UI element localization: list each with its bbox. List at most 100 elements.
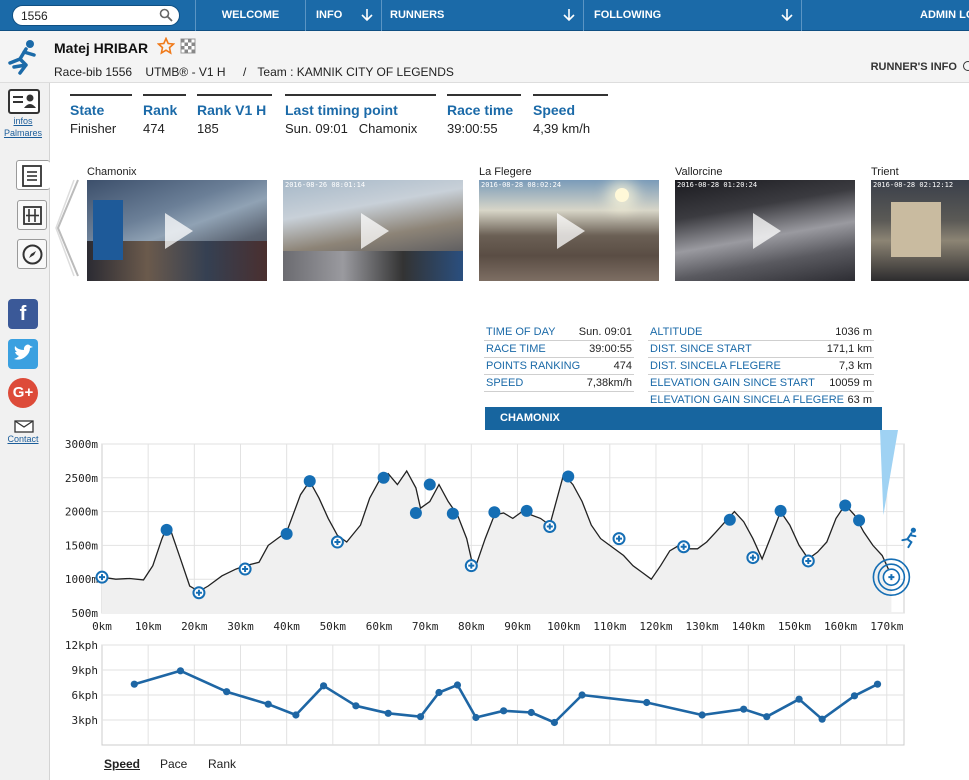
nav-admin-label: ADMIN LO — [920, 9, 969, 21]
mail-icon[interactable] — [14, 420, 34, 433]
speed-line — [133, 669, 879, 724]
y-tick-label: 1500m — [65, 539, 98, 552]
checkpoint-dot — [160, 523, 173, 536]
nav-following[interactable]: FOLLOWING — [583, 0, 801, 31]
elevation-area — [102, 471, 892, 613]
team-name: Team : KAMNIK CITY OF LEGENDS — [257, 65, 454, 79]
tab-pace[interactable]: Pace — [160, 757, 188, 771]
x-tick-label: 20km — [181, 620, 208, 633]
nav-info-label: INFO — [316, 9, 343, 21]
nav-following-label: FOLLOWING — [594, 9, 662, 21]
stat-last-timing-point: Last timing point Sun. 09:01 Chamonix — [285, 94, 436, 136]
photo-timestamp: 2016-08-26 08:01:14 — [285, 181, 366, 189]
infos-button[interactable] — [8, 88, 40, 116]
speed-point — [550, 718, 558, 727]
contact-label[interactable]: Contact — [7, 434, 39, 444]
x-tick-label: 150km — [778, 620, 811, 633]
current-position-ring — [877, 563, 906, 591]
webcam-photo[interactable]: 2016-08-28 08:02:24 — [479, 180, 659, 281]
street-shape — [283, 251, 463, 281]
stat-value: Finisher — [70, 121, 117, 136]
info-circle-icon — [963, 61, 969, 71]
runners-info-link[interactable]: RUNNER'S INFO — [871, 61, 969, 73]
infos-label[interactable]: infos — [13, 116, 33, 126]
runner-head — [910, 527, 916, 533]
nav-welcome[interactable]: WELCOME — [195, 0, 305, 31]
play-icon — [557, 212, 585, 249]
nav-admin[interactable]: ADMIN LO — [801, 0, 969, 31]
info-row: DIST. SINCELA FLEGERE 7,3 km — [648, 358, 874, 375]
speed-point — [763, 713, 771, 721]
speed-point — [500, 707, 508, 715]
speed-chart: 3kph 6kph 9kph 12kph — [65, 639, 905, 746]
webcam-photo[interactable]: 2016-08-28 02:12:12 — [871, 180, 969, 281]
nav-info[interactable]: INFO — [305, 0, 381, 31]
info-value: 39:00:55 — [589, 343, 632, 355]
info-key: DIST. SINCELA FLEGERE — [650, 360, 781, 372]
speed-point — [223, 688, 231, 696]
info-key: ALTITUDE — [650, 326, 703, 338]
building-shape — [891, 202, 941, 257]
photo-timestamp: 2016-08-28 08:02:24 — [481, 181, 562, 189]
info-key: SPEED — [486, 377, 524, 389]
speed-point — [795, 695, 803, 703]
banner-shape — [93, 200, 123, 260]
speed-point — [578, 691, 586, 699]
arrow-down-icon — [563, 9, 575, 22]
speed-point — [264, 700, 272, 708]
checkpoint-dot — [723, 513, 736, 526]
plus-glyph — [749, 554, 756, 561]
facebook-glyph: f — [19, 303, 27, 325]
y-tick-label: 12kph — [65, 639, 98, 652]
webcam-photo[interactable] — [87, 180, 267, 281]
x-tick-label: 140km — [732, 620, 765, 633]
runner-name: Matej HRIBAR — [54, 40, 149, 56]
stat-value: 185 — [197, 121, 219, 136]
star-icon[interactable] — [157, 37, 175, 55]
checkpoint-dot — [853, 514, 866, 527]
stat-title: Rank V1 H — [197, 102, 267, 118]
compass-tab-button[interactable] — [17, 239, 47, 269]
arrow-down-icon — [361, 9, 373, 22]
speed-point — [384, 709, 392, 717]
tab-speed[interactable]: Speed — [104, 757, 141, 771]
stat-state: State Finisher — [70, 94, 132, 136]
stat-value: 4,39 km/h — [533, 121, 591, 136]
nav-runners[interactable]: RUNNERS — [381, 0, 583, 31]
photos-prev-arrow-icon[interactable] — [54, 178, 80, 278]
runner-body — [901, 532, 917, 549]
plus-glyph — [99, 574, 105, 581]
checkpoint-dot — [409, 506, 422, 519]
tab-rank[interactable]: Rank — [208, 757, 237, 771]
info-value: 1036 m — [835, 326, 872, 338]
search-input[interactable] — [21, 7, 161, 25]
checkpoint-dot — [839, 499, 852, 512]
y-tick-label: 2000m — [65, 506, 98, 519]
webcam-photo[interactable]: 2016-08-28 01:20:24 — [675, 180, 855, 281]
x-tick-label: 120km — [639, 620, 672, 633]
info-row: RACE TIME 39:00:55 — [484, 341, 634, 358]
search-icon[interactable] — [159, 8, 173, 22]
checkpoint-dot — [280, 527, 293, 540]
webcam-photo[interactable]: 2016-08-26 08:01:14 — [283, 180, 463, 281]
info-row: DIST. SINCE START 171,1 km — [648, 341, 874, 358]
id-card-icon — [8, 89, 40, 114]
checkpoint-dot — [377, 471, 390, 484]
speed-point — [176, 667, 185, 675]
stat-title: Speed — [533, 102, 576, 118]
runner-marker-icon — [901, 527, 917, 549]
plus-glyph — [546, 523, 553, 530]
twitter-icon[interactable] — [8, 339, 38, 369]
facebook-icon[interactable]: f — [8, 299, 38, 329]
plus-glyph — [888, 574, 895, 581]
stat-speed: Speed 4,39 km/h — [533, 94, 608, 136]
speed-point — [472, 713, 480, 722]
stat-rank-category: Rank V1 H 185 — [197, 94, 272, 136]
info-value: 7,38km/h — [586, 377, 632, 389]
grid-tab-button[interactable] — [17, 200, 47, 230]
checkered-flag-icon — [180, 38, 196, 54]
palmares-label[interactable]: Palmares — [3, 128, 42, 138]
google-plus-icon[interactable]: G+ — [8, 378, 38, 408]
info-value: 7,3 km — [838, 360, 872, 372]
timing-tab-button[interactable] — [16, 160, 50, 190]
